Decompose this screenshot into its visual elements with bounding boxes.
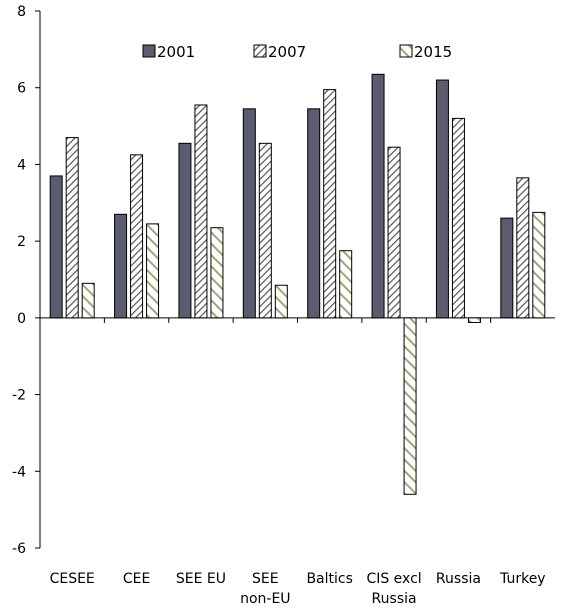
- y-tick-label: 0: [17, 311, 26, 327]
- y-tick-label: 6: [17, 81, 26, 97]
- bar-2015-see-non-eu: [274, 284, 288, 319]
- y-tick-label: -6: [12, 541, 26, 557]
- bar-2001-baltics: [307, 108, 321, 319]
- legend: 2001 2007 2015: [142, 43, 452, 61]
- bar-2015-baltics: [339, 250, 353, 319]
- bar-2015-russia: [467, 317, 481, 323]
- bar-layer: [49, 73, 546, 495]
- bar-2001-see-eu: [178, 142, 192, 319]
- legend-label-2001: 2001: [157, 43, 195, 61]
- bar-2007-turkey: [516, 177, 530, 319]
- legend-label-2007: 2007: [268, 43, 306, 61]
- x-category-label: non-EU: [240, 591, 290, 607]
- bar-2015-see-eu: [210, 227, 224, 319]
- bar-2007-russia: [451, 117, 465, 319]
- x-category-label: CIS excl: [366, 571, 421, 587]
- legend-swatch-2015: [399, 44, 413, 58]
- legend-swatch-2001: [142, 44, 156, 58]
- x-category-label: SEE: [252, 571, 279, 587]
- x-category-label: Turkey: [499, 571, 546, 587]
- x-category-label: Russia: [372, 591, 417, 607]
- bar-2015-cesee: [81, 282, 95, 319]
- x-category-label: SEE EU: [176, 571, 226, 587]
- bar-2007-baltics: [323, 89, 337, 319]
- legend-label-2015: 2015: [414, 43, 452, 61]
- y-tick-label: -2: [12, 388, 26, 404]
- bar-2001-cesee: [49, 175, 63, 319]
- bar-2007-cesee: [65, 137, 79, 319]
- y-tick-label: 8: [17, 4, 26, 20]
- x-category-label: CEE: [123, 571, 150, 587]
- x-category-label: CESEE: [50, 571, 95, 587]
- bar-2001-see-non-eu: [242, 108, 256, 319]
- y-tick-label: 4: [17, 157, 26, 173]
- bar-2001-russia: [435, 79, 449, 319]
- x-category-label: Russia: [436, 571, 481, 587]
- x-category-label: Baltics: [306, 571, 352, 587]
- y-tick-label: 2: [17, 234, 26, 250]
- bar-2001-cis-excl-russia: [371, 73, 385, 319]
- bar-2007-cee: [130, 154, 144, 319]
- bar-2007-see-non-eu: [258, 142, 272, 319]
- y-tick-label: -4: [12, 464, 26, 480]
- bar-2015-turkey: [532, 211, 546, 319]
- bar-2001-cee: [114, 213, 128, 319]
- bar-2007-cis-excl-russia: [387, 146, 401, 319]
- bar-2007-see-eu: [194, 104, 208, 319]
- bar-2015-cee: [146, 223, 160, 319]
- bar-2015-cis-excl-russia: [403, 317, 417, 495]
- legend-swatch-2007: [253, 44, 267, 58]
- bar-2001-turkey: [500, 217, 514, 319]
